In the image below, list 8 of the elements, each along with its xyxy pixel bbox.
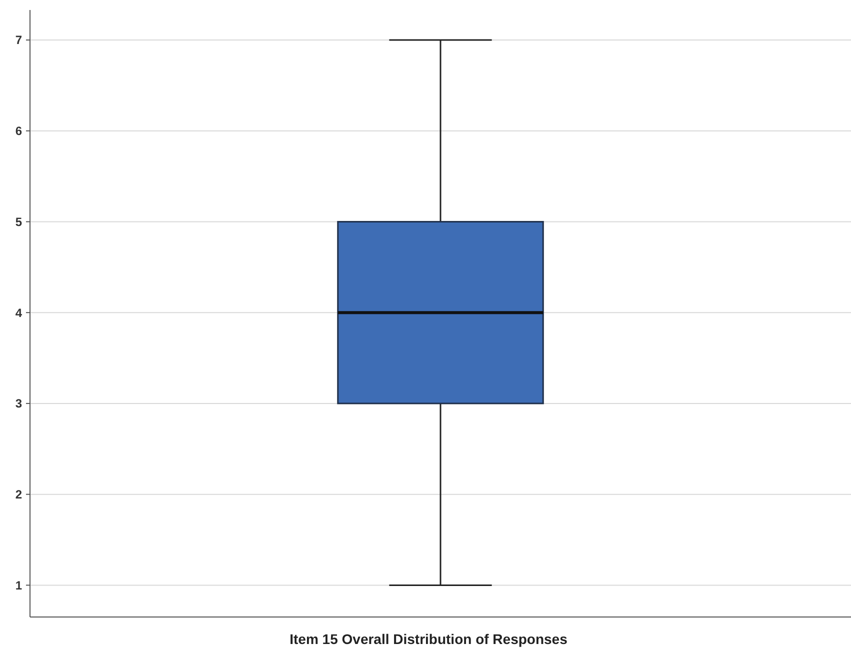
y-tick-label: 4 (15, 306, 22, 320)
y-tick-label: 3 (15, 396, 22, 411)
y-tick-label: 7 (15, 33, 22, 48)
y-tick-label: 2 (15, 488, 22, 502)
x-axis-title: Item 15 Overall Distribution of Responses (290, 631, 568, 647)
y-tick-label: 1 (15, 578, 22, 592)
y-tick-label: 6 (15, 124, 22, 138)
y-tick-label: 5 (15, 214, 22, 229)
